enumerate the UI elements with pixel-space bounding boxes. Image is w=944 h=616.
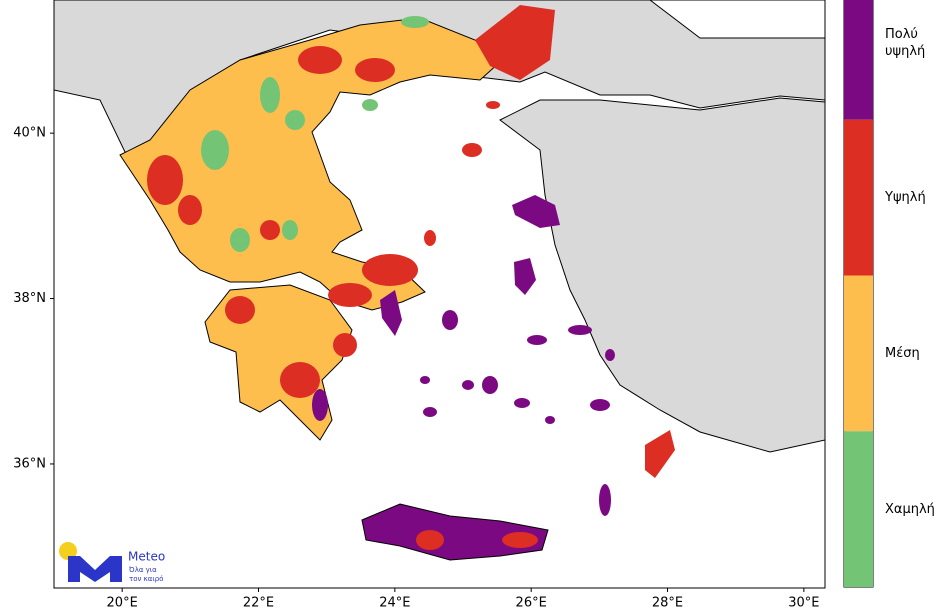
x-tick-label: 24°E <box>379 596 410 611</box>
map-frame <box>53 0 826 589</box>
legend-label: Μέση <box>885 345 920 361</box>
crete <box>361 503 549 561</box>
logo-tagline: τον καιρό <box>129 575 163 583</box>
y-tick-label: 36°N <box>13 456 46 471</box>
colorbar-segment <box>844 431 873 587</box>
x-tick-label: 22°E <box>243 596 274 611</box>
colorbar-segment <box>844 0 873 120</box>
x-tick-label: 30°E <box>788 596 819 611</box>
risk-high-patches <box>147 5 675 550</box>
colorbar-segment <box>844 275 873 432</box>
logo: Meteo Όλα για τον καιρό <box>59 542 165 583</box>
land-turkey <box>499 97 825 453</box>
logo-name: Meteo <box>128 550 165 564</box>
risk-very-high-patches <box>312 195 615 516</box>
colorbar-segment <box>844 119 873 276</box>
x-tick-label: 20°E <box>107 596 138 611</box>
risk-low-patches <box>201 16 429 252</box>
map-area: Meteo Όλα για τον καιρό <box>54 0 825 588</box>
y-tick-label: 40°N <box>13 126 46 141</box>
legend-label: Υψηλή <box>885 190 926 206</box>
x-tick-label: 26°E <box>516 596 547 611</box>
x-tick-label: 28°E <box>652 596 683 611</box>
legend-label: Χαμηλή <box>885 501 935 517</box>
logo-tagline: Όλα για <box>128 566 157 574</box>
legend-label: Πολύ υψηλή <box>885 27 926 59</box>
y-tick-label: 38°N <box>13 291 46 306</box>
